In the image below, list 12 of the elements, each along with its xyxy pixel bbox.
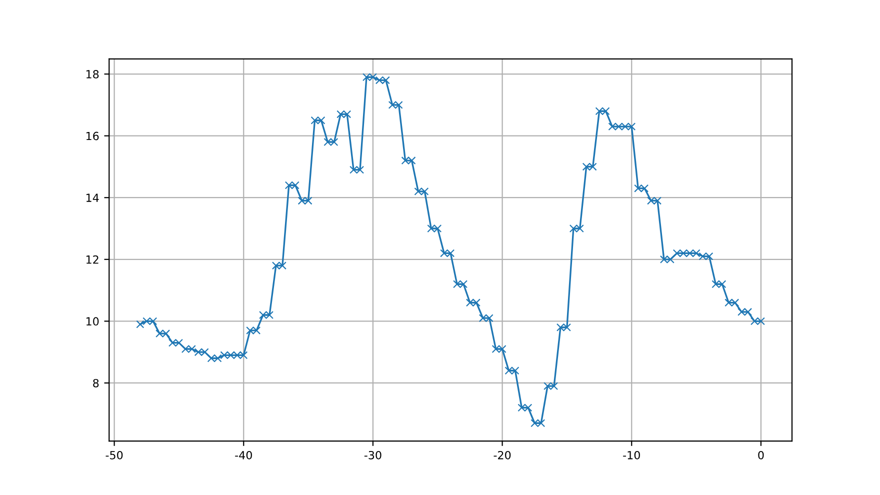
x-tick-label: -50 bbox=[106, 450, 123, 460]
x-tick-label: -20 bbox=[494, 450, 511, 460]
x-tick-label: -10 bbox=[623, 450, 640, 460]
y-tick-label: 12 bbox=[86, 255, 98, 264]
x-tick-label: -30 bbox=[364, 450, 382, 460]
y-tick-label: 8 bbox=[93, 378, 99, 388]
y-tick-label: 10 bbox=[86, 317, 99, 326]
y-tick-label: 16 bbox=[86, 132, 99, 140]
y-tick-label: 14 bbox=[86, 194, 99, 202]
x-tick-label: 0 bbox=[758, 450, 764, 460]
x-tick-label: -40 bbox=[235, 450, 252, 460]
y-tick-label: 18 bbox=[86, 70, 99, 78]
